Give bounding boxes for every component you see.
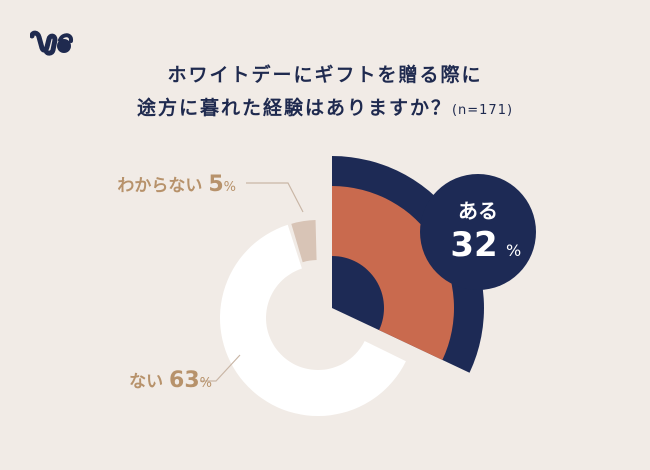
slice-2-leader <box>246 182 304 213</box>
slice-0-value: 32 <box>450 225 497 265</box>
slice-2-label: わからない <box>117 176 208 196</box>
slice-2 <box>291 220 317 263</box>
slice-1-unit: % <box>200 376 212 391</box>
chart-title-line1: ホワイトデーにギフトを贈る際に <box>167 64 483 86</box>
slice-1-label: ない <box>129 372 169 392</box>
slice-0-label: ある <box>458 199 498 223</box>
slice-2-label-group: わからない 5% <box>117 172 236 197</box>
slice-1 <box>220 224 406 416</box>
slice-0-badge <box>420 174 536 290</box>
slice-1-value: 63 <box>169 368 200 393</box>
chart-title-line2: 途方に暮れた経験はありますか？(n=171) <box>0 93 650 120</box>
slice-2-unit: % <box>224 180 236 195</box>
slice-1-leader <box>200 354 241 382</box>
brand-logo-icon <box>30 30 74 56</box>
slice-2-value: 5 <box>208 172 223 197</box>
slice-0-unit: % <box>506 241 521 260</box>
sample-size: (n=171) <box>451 103 514 118</box>
chart-title-line2-text: 途方に暮れた経験はありますか？ <box>136 97 452 119</box>
slice-1-label-group: ない 63% <box>129 368 212 393</box>
